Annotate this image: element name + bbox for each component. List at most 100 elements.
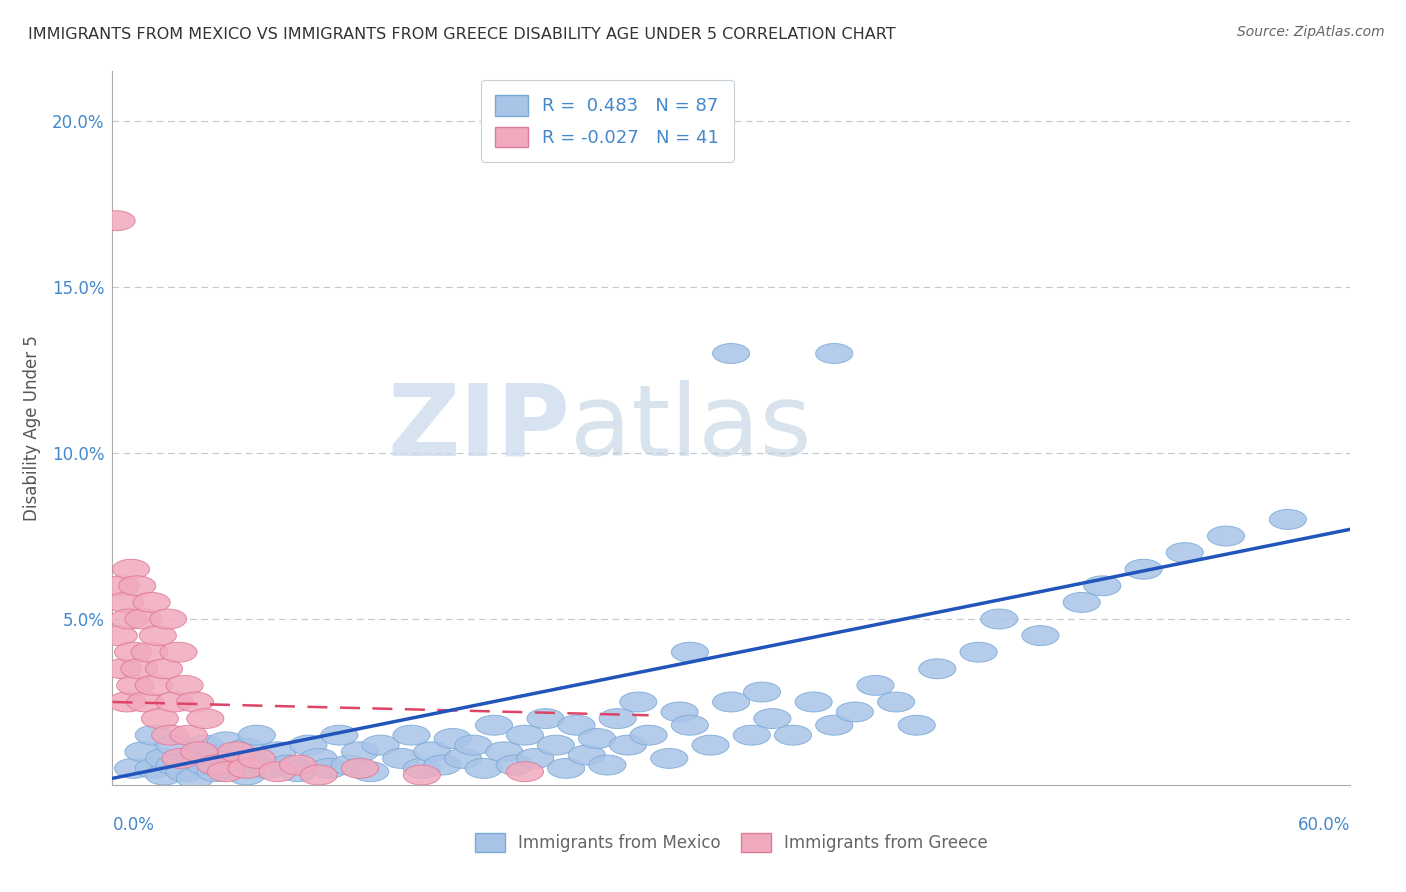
Ellipse shape	[259, 742, 297, 762]
Ellipse shape	[108, 692, 145, 712]
Ellipse shape	[568, 745, 606, 765]
Ellipse shape	[1084, 576, 1121, 596]
Ellipse shape	[496, 756, 533, 775]
Ellipse shape	[228, 739, 266, 758]
Ellipse shape	[238, 748, 276, 768]
Text: atlas: atlas	[571, 380, 811, 476]
Ellipse shape	[145, 748, 183, 768]
Text: ZIP: ZIP	[388, 380, 571, 476]
Ellipse shape	[651, 748, 688, 768]
Ellipse shape	[118, 576, 156, 596]
Ellipse shape	[152, 725, 188, 745]
Text: Source: ZipAtlas.com: Source: ZipAtlas.com	[1237, 25, 1385, 39]
Ellipse shape	[135, 725, 173, 745]
Ellipse shape	[599, 708, 637, 729]
Ellipse shape	[960, 642, 997, 662]
Ellipse shape	[145, 659, 183, 679]
Ellipse shape	[856, 675, 894, 696]
Ellipse shape	[156, 692, 193, 712]
Ellipse shape	[117, 675, 153, 696]
Ellipse shape	[218, 752, 254, 772]
Ellipse shape	[162, 748, 200, 768]
Text: IMMIGRANTS FROM MEXICO VS IMMIGRANTS FROM GREECE DISABILITY AGE UNDER 5 CORRELAT: IMMIGRANTS FROM MEXICO VS IMMIGRANTS FRO…	[28, 27, 896, 42]
Legend: Immigrants from Mexico, Immigrants from Greece: Immigrants from Mexico, Immigrants from …	[468, 826, 994, 859]
Ellipse shape	[423, 756, 461, 775]
Ellipse shape	[485, 742, 523, 762]
Ellipse shape	[145, 765, 183, 785]
Ellipse shape	[160, 642, 197, 662]
Ellipse shape	[125, 742, 162, 762]
Ellipse shape	[142, 708, 179, 729]
Ellipse shape	[134, 592, 170, 613]
Ellipse shape	[259, 762, 297, 781]
Ellipse shape	[290, 735, 328, 756]
Ellipse shape	[609, 735, 647, 756]
Ellipse shape	[321, 725, 359, 745]
Ellipse shape	[114, 642, 152, 662]
Ellipse shape	[269, 756, 307, 775]
Ellipse shape	[898, 715, 935, 735]
Ellipse shape	[1166, 542, 1204, 563]
Ellipse shape	[837, 702, 873, 722]
Ellipse shape	[131, 642, 169, 662]
Text: 60.0%: 60.0%	[1298, 816, 1350, 834]
Ellipse shape	[176, 768, 214, 789]
Ellipse shape	[111, 609, 148, 629]
Ellipse shape	[454, 735, 492, 756]
Ellipse shape	[547, 758, 585, 779]
Ellipse shape	[218, 742, 254, 762]
Ellipse shape	[342, 742, 378, 762]
Ellipse shape	[207, 762, 245, 781]
Ellipse shape	[311, 758, 347, 779]
Ellipse shape	[444, 748, 482, 768]
Ellipse shape	[713, 343, 749, 363]
Ellipse shape	[404, 758, 440, 779]
Ellipse shape	[176, 692, 214, 712]
Ellipse shape	[1063, 592, 1101, 613]
Ellipse shape	[114, 758, 152, 779]
Ellipse shape	[330, 756, 368, 775]
Ellipse shape	[207, 731, 245, 752]
Ellipse shape	[135, 758, 173, 779]
Ellipse shape	[197, 756, 235, 775]
Ellipse shape	[361, 735, 399, 756]
Ellipse shape	[815, 343, 853, 363]
Ellipse shape	[197, 745, 235, 765]
Ellipse shape	[121, 659, 157, 679]
Ellipse shape	[238, 725, 276, 745]
Ellipse shape	[180, 742, 218, 762]
Ellipse shape	[620, 692, 657, 712]
Ellipse shape	[107, 592, 143, 613]
Ellipse shape	[299, 765, 337, 785]
Ellipse shape	[1270, 509, 1306, 529]
Ellipse shape	[149, 609, 187, 629]
Ellipse shape	[98, 211, 135, 231]
Ellipse shape	[392, 725, 430, 745]
Ellipse shape	[744, 682, 780, 702]
Ellipse shape	[578, 729, 616, 748]
Ellipse shape	[506, 762, 544, 781]
Ellipse shape	[156, 756, 193, 775]
Ellipse shape	[434, 729, 471, 748]
Ellipse shape	[516, 748, 554, 768]
Ellipse shape	[125, 609, 162, 629]
Ellipse shape	[104, 659, 142, 679]
Ellipse shape	[537, 735, 575, 756]
Ellipse shape	[1125, 559, 1163, 579]
Ellipse shape	[342, 758, 378, 779]
Ellipse shape	[187, 756, 224, 775]
Ellipse shape	[139, 625, 176, 646]
Ellipse shape	[877, 692, 915, 712]
Ellipse shape	[176, 748, 214, 768]
Ellipse shape	[187, 735, 224, 756]
Ellipse shape	[228, 765, 266, 785]
Y-axis label: Disability Age Under 5: Disability Age Under 5	[22, 335, 41, 521]
Ellipse shape	[166, 762, 204, 781]
Ellipse shape	[671, 642, 709, 662]
Ellipse shape	[692, 735, 730, 756]
Ellipse shape	[527, 708, 564, 729]
Ellipse shape	[170, 725, 207, 745]
Ellipse shape	[980, 609, 1018, 629]
Ellipse shape	[352, 762, 389, 781]
Ellipse shape	[228, 758, 266, 779]
